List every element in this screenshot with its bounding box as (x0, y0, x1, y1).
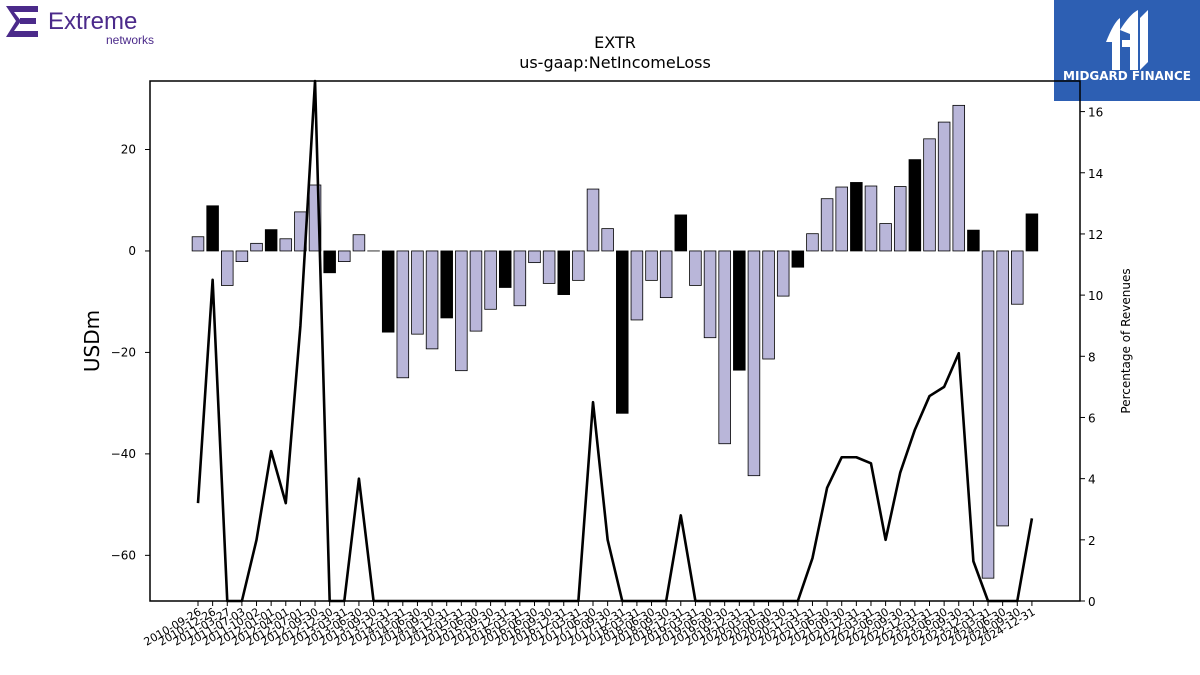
bar (264, 229, 278, 252)
bar (1025, 213, 1039, 252)
bar (323, 250, 336, 274)
bar (791, 250, 805, 268)
bar (952, 104, 966, 252)
y2-tick-label: 4 (1088, 473, 1096, 487)
bar (850, 182, 863, 252)
bar (820, 198, 834, 252)
y2-tick-label: 12 (1088, 228, 1103, 242)
bar (835, 186, 848, 252)
bar (338, 250, 351, 262)
y-axis-label: USDm (80, 310, 104, 372)
bar (981, 250, 995, 579)
bar (776, 250, 790, 297)
bar (996, 250, 1009, 527)
bar (1011, 250, 1024, 305)
bar (733, 250, 746, 371)
bar (528, 250, 541, 264)
extreme-logo-wordmark: Extreme (48, 8, 137, 35)
percentage-line (196, 79, 1034, 603)
bar (893, 186, 907, 252)
bar (440, 250, 453, 319)
bar (659, 250, 673, 299)
bar (235, 250, 249, 262)
bar (879, 223, 892, 252)
bar (513, 250, 527, 307)
bar (250, 242, 263, 252)
line-series (196, 79, 1034, 603)
bar (455, 250, 468, 372)
bar (806, 233, 819, 252)
bar (352, 234, 366, 252)
bar (484, 250, 497, 310)
y-tick-label: −40 (111, 447, 136, 461)
bar (411, 250, 424, 335)
bar (923, 138, 936, 252)
y2-tick-label: 6 (1088, 411, 1096, 425)
bar (689, 250, 702, 286)
y2-tick-label: 14 (1088, 167, 1103, 181)
bar (718, 250, 731, 445)
bar (703, 250, 717, 339)
bar (396, 250, 410, 379)
bar (747, 250, 761, 477)
bar (967, 229, 980, 252)
y2-tick-label: 16 (1088, 106, 1103, 120)
x-axis: 2010-09-262010-12-262011-03-272011-07-03… (142, 601, 1037, 649)
extreme-networks-logo: Extreme networks (6, 6, 154, 47)
y2-tick-label: 10 (1088, 289, 1103, 303)
bar (279, 238, 293, 252)
y-tick-label: −20 (111, 345, 136, 359)
bar (937, 121, 951, 252)
y-tick-label: −60 (111, 548, 136, 562)
y2-axis-label: Percentage of Revenues (1119, 268, 1133, 413)
bar (674, 214, 688, 252)
bar (616, 250, 629, 414)
plot-frame (149, 80, 1081, 602)
y2-tick-label: 8 (1088, 350, 1096, 364)
bar (601, 228, 614, 252)
bar (221, 250, 234, 286)
chart-subtitle: us-gaap:NetIncomeLoss (519, 53, 711, 72)
bar (557, 250, 571, 295)
midgard-logo-wordmark: MIDGARD FINANCE (1063, 69, 1191, 83)
y-tick-label: 0 (128, 244, 136, 258)
y-tick-label: 20 (121, 142, 136, 156)
chart-title: EXTR (594, 33, 636, 52)
bar (864, 185, 878, 252)
y2-tick-label: 2 (1088, 534, 1096, 548)
bar-series (191, 104, 1039, 579)
y-axis-right: 0 2 4 6 8 10 12 14 16 (1080, 106, 1103, 609)
midgard-logo-mark-icon: MIDGARD FINANCE (1063, 10, 1191, 83)
bar (206, 205, 219, 252)
bar (469, 250, 483, 332)
bar (572, 250, 585, 281)
midgard-finance-logo: MIDGARD FINANCE (1054, 0, 1200, 101)
extreme-logo-mark-icon (6, 6, 38, 37)
extreme-logo-subtext: networks (106, 33, 154, 47)
bar (191, 236, 205, 252)
bar (908, 159, 922, 252)
bar (308, 184, 322, 252)
y2-tick-label: 0 (1088, 595, 1096, 609)
bar (630, 250, 644, 321)
bar (645, 250, 658, 281)
bar (498, 250, 512, 288)
bar (425, 250, 439, 350)
bar (542, 250, 556, 284)
bar (381, 250, 395, 333)
bar (762, 250, 775, 360)
y-axis-left: −60 −40 −20 0 20 (111, 142, 150, 562)
bar (586, 188, 600, 252)
